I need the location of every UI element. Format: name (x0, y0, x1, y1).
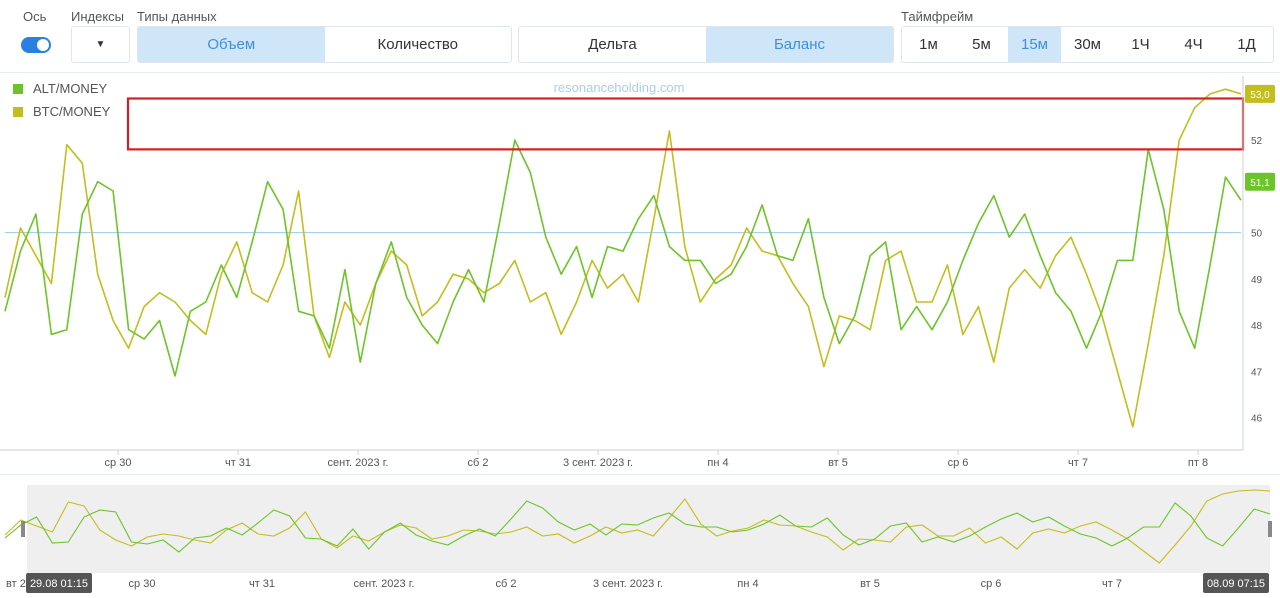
x-tick-label: чт 7 (1068, 457, 1088, 469)
x-tick-label: вт 5 (828, 457, 848, 469)
timeframe-1m[interactable]: 1м (919, 36, 938, 53)
navigator-end-badge (1203, 573, 1269, 593)
tab-balance[interactable]: Баланс (706, 27, 893, 62)
x-tick-label: сент. 2023 г. (328, 457, 389, 469)
navigator[interactable]: ср 30 чт 31 сент. 2023 г. сб 2 3 сент. 2023 … (0, 478, 1280, 596)
navigator-tick-label: 3 сент. 2023 г. (593, 578, 663, 590)
x-tick-label: пт 8 (1188, 457, 1208, 469)
navigator-selection[interactable] (27, 485, 1270, 573)
navigator-tick-label: ср 6 (981, 578, 1002, 590)
navigator-tick-label: ср 30 (129, 578, 156, 590)
axis-label: Ось (23, 9, 47, 24)
legend-label-alt[interactable]: ALT/MONEY (33, 81, 107, 96)
type-tabs: Объем Количество (137, 26, 512, 63)
navigator-tick-label: чт 31 (249, 578, 275, 590)
legend: ALT/MONEY BTC/MONEY (13, 81, 111, 119)
series-line-alt[interactable] (4, 139, 1242, 377)
x-tick-label: сб 2 (468, 457, 489, 469)
navigator-end-label: 08.09 07:15 (1207, 578, 1265, 590)
y-tick-label: 52 (1251, 136, 1263, 147)
y-tick-label: 46 (1251, 414, 1263, 425)
navigator-series-btc (4, 489, 1271, 564)
timeframe-4h[interactable]: 4Ч (1184, 36, 1203, 53)
navigator-tick-label: сб 2 (496, 578, 517, 590)
legend-swatch-alt (13, 84, 23, 94)
watermark: resonanceholding.com (554, 80, 685, 95)
main-chart[interactable]: resonanceholding.com 46 47 48 49 50 51,1 52 53,… (0, 72, 1280, 472)
current-value-badge (1245, 84, 1275, 103)
legend-swatch-btc (13, 107, 23, 117)
x-tick-label: пн 4 (707, 457, 728, 469)
chart-divider (0, 474, 1280, 475)
data-types-label: Типы данных (137, 9, 217, 24)
navigator-left-handle[interactable] (21, 521, 25, 537)
mode-tabs: Дельта Баланс (518, 26, 894, 63)
timeframe-1d[interactable]: 1Д (1237, 36, 1256, 53)
highlight-box (126, 97, 1245, 151)
x-tick-label: ср 6 (948, 457, 969, 469)
navigator-left-tick: вт 2 (6, 578, 26, 590)
timeframe-label: Таймфрейм (901, 9, 974, 24)
y-tick-label: 50 (1251, 229, 1263, 240)
timeframe-tabs: 1м 5м 15м 30м 1Ч 4Ч 1Д (901, 26, 1274, 63)
legend-label-btc[interactable]: BTC/MONEY (33, 104, 111, 119)
navigator-series-alt (4, 500, 1271, 553)
navigator-tick-label: вт 5 (860, 578, 880, 590)
indices-dropdown[interactable]: ▼ (71, 26, 130, 63)
y-tick-label: 47 (1251, 367, 1263, 378)
x-tick-label: ср 30 (105, 457, 132, 469)
y-tick-label: 48 (1251, 321, 1263, 332)
tab-delta[interactable]: Дельта (588, 36, 637, 53)
caret-down-icon: ▼ (95, 39, 106, 50)
navigator-right-handle[interactable] (1268, 521, 1272, 537)
navigator-tick-label: чт 7 (1102, 578, 1122, 590)
timeframe-5m[interactable]: 5м (972, 36, 991, 53)
y-tick-label: 53,0 (1250, 90, 1270, 101)
axis-toggle[interactable] (21, 37, 51, 53)
indices-label: Индексы (71, 9, 125, 24)
series-line-btc[interactable] (4, 88, 1242, 428)
toggle-knob (37, 39, 49, 51)
x-tick-label: чт 31 (225, 457, 251, 469)
y-tick-label: 51,1 (1250, 178, 1270, 189)
x-tick-label: 3 сент. 2023 г. (563, 457, 633, 469)
timeframe-30m[interactable]: 30м (1074, 36, 1101, 53)
tab-volume[interactable]: Объем (138, 27, 325, 62)
tab-quantity[interactable]: Количество (377, 36, 459, 53)
current-value-badge (1245, 172, 1275, 191)
navigator-tick-label: сент. 2023 г. (354, 578, 415, 590)
navigator-tick-label: пн 4 (737, 578, 758, 590)
y-tick-label: 49 (1251, 275, 1263, 286)
navigator-start-label: 29.08 01:15 (30, 578, 88, 590)
timeframe-1h[interactable]: 1Ч (1131, 36, 1150, 53)
timeframe-15m[interactable]: 15м (1008, 27, 1061, 62)
navigator-start-badge (26, 573, 92, 593)
toolbar-divider (0, 72, 1280, 73)
